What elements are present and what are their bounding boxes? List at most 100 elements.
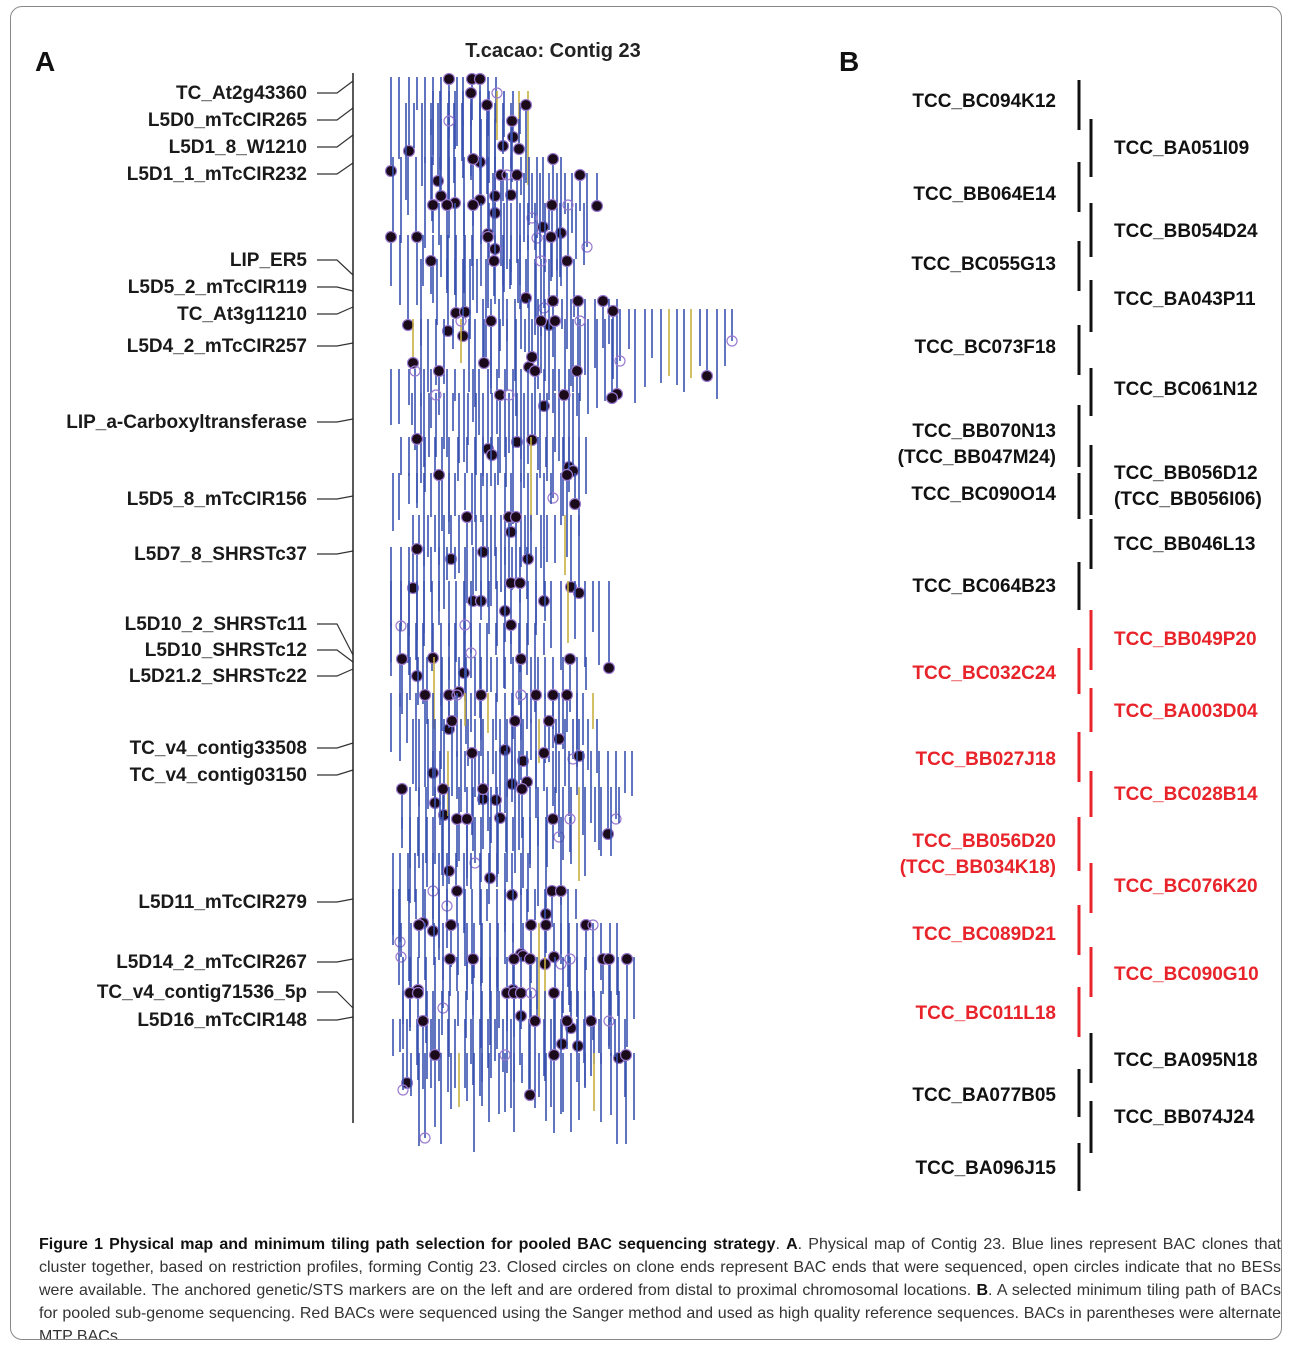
closed-end-circle <box>539 907 553 921</box>
bac-label: TCC_BB049P20 <box>1114 629 1257 650</box>
bac-label: TCC_BC090G10 <box>1114 964 1259 985</box>
marker-leader <box>317 623 354 656</box>
closed-end-circle <box>536 220 550 234</box>
closed-end-circle <box>432 364 446 378</box>
closed-end-circle <box>546 294 560 308</box>
closed-end-circle <box>534 314 548 328</box>
closed-end-circle <box>548 314 562 328</box>
figure-graphic: A T.cacao: Contig 23 B TC_At2g43360 L5D0_… <box>35 40 1262 1191</box>
open-end-circle <box>526 212 538 224</box>
closed-end-circle <box>440 198 454 212</box>
closed-end-circle <box>619 1048 633 1062</box>
closed-end-circle <box>537 594 551 608</box>
closed-end-circle <box>602 661 616 675</box>
closed-end-circle <box>466 198 480 212</box>
bac-label: (TCC_BB034K18) <box>900 857 1056 878</box>
closed-end-circle <box>596 294 610 308</box>
closed-end-circle <box>460 812 474 826</box>
closed-end-circle <box>442 72 456 86</box>
closed-end-circle <box>546 812 560 826</box>
closed-end-circle <box>525 350 539 364</box>
closed-end-circle <box>410 542 424 556</box>
marker-label: LIP_ER5 <box>230 250 308 271</box>
closed-end-circle <box>516 754 530 768</box>
open-end-circle <box>499 1049 511 1061</box>
closed-end-circle <box>485 448 499 462</box>
open-end-circle <box>503 389 515 401</box>
closed-end-circle <box>460 510 474 524</box>
closed-end-circle <box>523 952 537 966</box>
open-end-circle <box>394 936 406 948</box>
closed-end-circle <box>547 1048 561 1062</box>
closed-end-circle <box>545 198 559 212</box>
bac-label: TCC_BA077B05 <box>912 1085 1056 1106</box>
open-end-circle <box>581 241 593 253</box>
closed-end-circle <box>426 651 440 665</box>
marker-label: L5D1_8_W1210 <box>169 137 307 158</box>
bac-label: TCC_BC064B23 <box>912 576 1056 597</box>
marker-label: L5D0_mTcCIR265 <box>148 110 308 131</box>
marker-leader <box>317 550 354 555</box>
closed-end-circle <box>620 952 634 966</box>
bac-label: TCC_BA051I09 <box>1114 138 1249 159</box>
marker-leader <box>317 259 354 276</box>
closed-end-circle <box>573 168 587 182</box>
bac-label: TCC_BA043P11 <box>1114 289 1256 310</box>
closed-end-circle <box>493 388 507 402</box>
bac-label: TCC_BA095N18 <box>1114 1050 1258 1071</box>
closed-end-circle <box>412 918 426 932</box>
closed-end-circle <box>544 230 558 244</box>
marker-label: L5D10_2_SHRSTc11 <box>125 614 308 635</box>
bac-label: TCC_BB070N13 <box>912 421 1056 442</box>
closed-end-circle <box>514 652 528 666</box>
open-end-circle <box>419 1132 431 1144</box>
open-end-circle <box>603 1015 615 1027</box>
marker-leader <box>317 80 354 94</box>
closed-end-circle <box>436 782 450 796</box>
caption-a-text: . Physical map of Contig 23. Blue lines … <box>39 1236 1282 1299</box>
marker-label: TC_v4_contig71536_5p <box>97 982 307 1003</box>
closed-end-circle <box>560 254 574 268</box>
closed-end-circle <box>476 782 490 796</box>
closed-end-circle <box>512 142 526 156</box>
open-end-circle <box>409 365 421 377</box>
closed-end-circle <box>557 388 571 402</box>
closed-end-circle <box>410 669 424 683</box>
marker-label: L5D4_2_mTcCIR257 <box>127 336 307 357</box>
closed-end-circle <box>547 950 561 964</box>
bac-label: TCC_BB074J24 <box>1114 1107 1255 1128</box>
open-end-circle <box>395 620 407 632</box>
marker-label: L5D1_1_mTcCIR232 <box>127 164 307 185</box>
closed-end-circle <box>537 746 551 760</box>
marker-leader <box>317 649 354 663</box>
contig-map <box>384 72 738 1152</box>
bac-label: TCC_BA003D04 <box>1114 701 1258 722</box>
bac-label: TCC_BC090O14 <box>911 484 1056 505</box>
bac-label: TCC_BA096J15 <box>916 1158 1057 1179</box>
closed-end-circle <box>428 1048 442 1062</box>
closed-end-circle <box>418 688 432 702</box>
closed-end-circle <box>539 918 553 932</box>
closed-end-circle <box>571 1039 585 1053</box>
marker-leader <box>317 898 354 903</box>
marker-label: L5D5_2_mTcCIR119 <box>128 277 307 298</box>
marker-label: TC_v4_contig33508 <box>130 738 307 759</box>
closed-end-circle <box>484 314 498 328</box>
closed-end-circle <box>519 291 533 305</box>
bac-label: TCC_BB027J18 <box>916 749 1056 770</box>
bac-label: TCC_BC076K20 <box>1114 876 1258 897</box>
closed-end-circle <box>528 364 542 378</box>
closed-end-circle <box>524 918 538 932</box>
open-end-circle <box>525 987 537 999</box>
closed-end-circle <box>510 168 524 182</box>
marker-list: TC_At2g43360 L5D0_mTcCIR265 L5D1_8_W1210 L5… <box>66 80 354 1031</box>
open-end-circle <box>437 1002 449 1014</box>
open-end-circle <box>562 199 574 211</box>
closed-end-circle <box>700 369 714 383</box>
closed-end-circle <box>450 812 464 826</box>
open-end-circle <box>564 953 576 965</box>
bac-label: (TCC_BB047M24) <box>898 447 1056 468</box>
closed-end-circle <box>401 318 415 332</box>
closed-end-circle <box>474 688 488 702</box>
marker-label: L5D11_mTcCIR279 <box>138 892 307 913</box>
